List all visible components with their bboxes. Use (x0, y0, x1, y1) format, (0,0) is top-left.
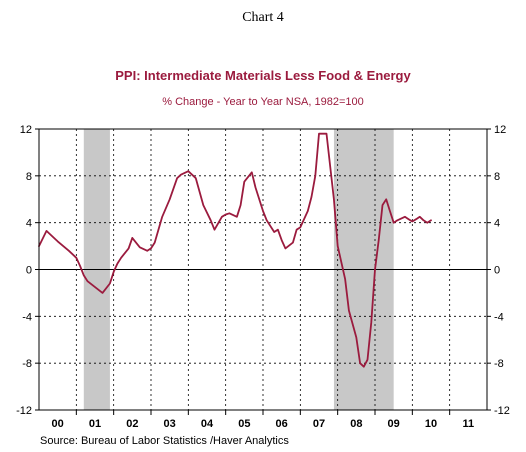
x-tick-label: 00 (52, 418, 64, 430)
y-tick-label-left: -4 (22, 311, 32, 323)
x-tick-label: 06 (276, 418, 288, 430)
x-tick-label: 08 (350, 418, 362, 430)
y-tick-label-left: -8 (22, 358, 32, 370)
y-tick-label-left: 0 (26, 265, 32, 277)
chart-subtitle: % Change - Year to Year NSA, 1982=100 (162, 96, 364, 108)
x-tick-label: 09 (388, 418, 400, 430)
y-axis-right: 12 8 4 0 -4 -8 -12 (494, 124, 510, 417)
y-tick-label-left: 12 (20, 124, 32, 136)
x-tick-label: 02 (126, 418, 138, 430)
x-axis: 00 01 02 03 04 05 06 07 08 09 10 11 (52, 418, 475, 430)
x-tick-label: 07 (313, 418, 325, 430)
chart-number: Chart 4 (242, 10, 284, 25)
x-tick-label: 10 (425, 418, 437, 430)
x-tick-label: 04 (201, 418, 214, 430)
source-note: Source: Bureau of Labor Statistics /Have… (40, 435, 289, 447)
y-tick-label-right: 4 (494, 218, 500, 230)
y-tick-label-right: 8 (494, 171, 500, 183)
x-tick-label: 11 (463, 418, 475, 430)
y-tick-label-right: 12 (494, 124, 506, 136)
series-group (38, 132, 432, 368)
x-tick-label: 05 (238, 418, 250, 430)
y-tick-label-left: 4 (26, 218, 32, 230)
y-tick-label-left: -12 (16, 405, 32, 417)
y-tick-label-right: -12 (494, 405, 510, 417)
y-tick-label-right: 0 (494, 265, 500, 277)
series-line-1 (38, 132, 432, 368)
y-axis-left: 12 8 4 0 -4 -8 -12 (16, 124, 32, 417)
y-tick-label-left: 8 (26, 171, 32, 183)
y-tick-label-right: -4 (494, 311, 504, 323)
x-tick-label: 01 (89, 418, 101, 430)
x-tick-label: 03 (164, 418, 176, 430)
y-tick-label-right: -8 (494, 358, 504, 370)
axis-ticks (35, 128, 491, 415)
chart-title: PPI: Intermediate Materials Less Food & … (115, 68, 411, 83)
